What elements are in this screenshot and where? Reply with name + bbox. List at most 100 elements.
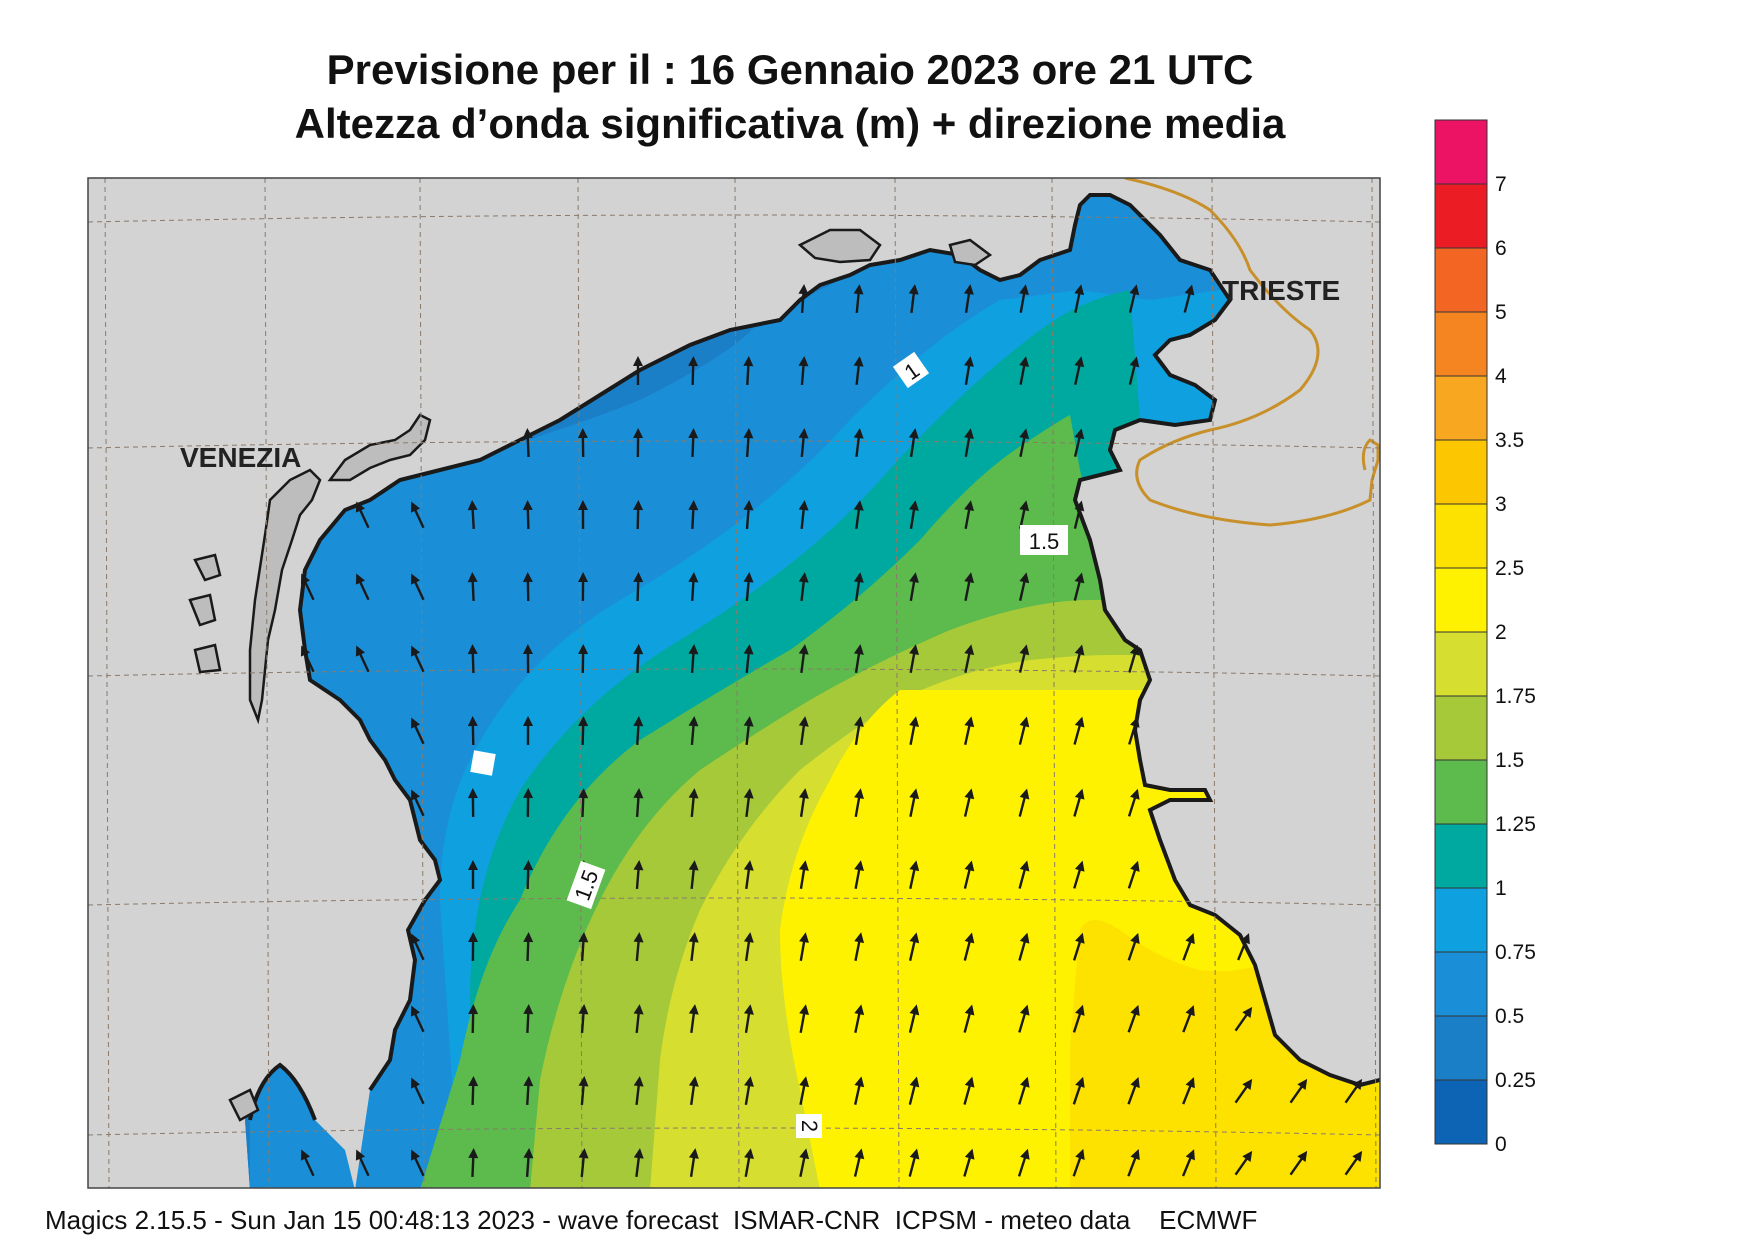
wave-direction-arrow-icon [688,1148,699,1178]
wave-direction-arrow-icon [523,1004,534,1034]
wave-direction-arrow-icon [688,1004,699,1034]
wave-direction-arrow-icon [633,1004,644,1034]
wave-direction-arrow-icon [743,716,754,746]
wave-direction-arrow-icon [633,356,644,386]
legend-tick-label: 0.75 [1495,941,1536,964]
wave-direction-arrow-icon [964,572,975,601]
wave-direction-arrow-icon [799,1148,810,1177]
wave-direction-arrow-icon [468,1076,479,1106]
wave-direction-arrow-icon [467,716,478,746]
wave-direction-arrow-icon [1181,1149,1195,1177]
wave-direction-arrow-icon [1017,1148,1030,1177]
wave-direction-arrow-icon [633,788,644,818]
meridian-line [1051,178,1057,1188]
wave-direction-arrow-icon [1072,1076,1085,1105]
wave-direction-arrow-icon [523,716,534,746]
meridian-line [577,178,583,1188]
parallel-line [88,440,1380,449]
coastline [248,193,1380,1121]
wave-direction-arrow-icon [1073,716,1085,745]
footer-credits: Magics 2.15.5 - Sun Jan 15 00:48:13 2023… [45,1205,1258,1235]
wave-direction-arrow-icon [1073,788,1085,817]
wave-direction-arrow-icon [1019,284,1029,314]
wave-direction-arrow-icon [964,716,975,745]
wave-direction-arrow-icon [853,1148,865,1177]
wave-direction-arrow-icon [1018,1004,1030,1033]
wave-direction-arrow-icon [963,1076,975,1105]
wave-direction-arrow-icon [523,860,534,890]
wave-direction-arrow-icon [633,644,644,674]
wave-direction-arrow-icon [410,645,425,673]
wave-direction-arrow-icon [1128,644,1140,673]
legend-tick-label: 3 [1495,493,1507,516]
wave-direction-arrow-icon [853,428,864,458]
wave-direction-arrow-icon [410,789,425,817]
wave-direction-arrow-icon [688,356,699,386]
map-frame [87,177,1381,1189]
lagoon-island [327,413,432,482]
wave-direction-arrow-icon [743,788,754,818]
legend-color-box [1434,311,1488,377]
svg-text:1.5: 1.5 [1029,529,1060,554]
country-border [1124,178,1380,527]
meridian-line [734,178,740,1188]
wave-direction-arrow-icon [1073,860,1085,889]
wave-direction-arrow-icon [854,788,864,818]
legend-color-box [1434,439,1488,505]
map-subtitle: Altezza d’onda significativa (m) + direz… [294,100,1286,147]
wave-direction-arrow-icon [853,356,864,386]
wave-direction-arrow-icon [798,356,809,386]
wave-direction-arrow-icon [909,644,919,674]
lagoon-island [188,593,217,627]
wave-direction-arrow-icon [633,572,644,602]
wave-direction-arrow-icon [963,932,975,961]
legend-color-box [1434,887,1488,953]
wave-direction-arrow-icon [743,860,754,890]
legend-color-box [1434,759,1488,825]
lagoon-island [797,228,882,264]
wave-direction-arrow-icon [908,1148,920,1177]
legend-tick-label: 3.5 [1495,429,1524,452]
legend-color-box [1434,1079,1488,1145]
meridian-line [419,178,425,1188]
wave-direction-arrow-icon [1072,932,1085,961]
legend-tick-label: 6 [1495,237,1507,260]
wave-direction-arrow-icon [523,788,534,818]
wave-direction-arrow-icon [743,932,754,962]
wave-direction-arrow-icon [577,500,588,530]
wave-direction-arrow-icon [1234,1150,1253,1176]
wave-direction-arrow-icon [1127,788,1140,817]
wave-direction-arrow-icon [964,356,974,386]
parallel-line [88,214,1380,223]
wave-direction-arrow-icon [633,500,644,530]
wave-direction-arrow-icon [1074,284,1085,313]
wave-direction-arrow-icon [523,1076,534,1106]
wave-direction-arrow-icon [798,572,809,602]
wave-direction-arrow-icon [688,500,699,530]
legend-color-box [1434,247,1488,313]
wave-direction-arrow-icon [633,1148,644,1178]
wave-direction-arrow-icon [799,1004,809,1034]
wave-direction-arrow-icon [798,644,809,674]
meridian-line [1371,178,1377,1188]
wave-direction-arrow-icon [300,1149,315,1177]
legend-color-box [1434,567,1488,633]
wave-direction-arrow-icon [467,572,478,602]
wave-direction-arrow-icon [633,428,644,458]
wave-direction-arrow-icon [523,932,534,962]
wave-direction-arrow-icon [1289,1078,1308,1104]
legend-tick-label: 2 [1495,621,1507,644]
lagoon-island [248,468,322,725]
venice-lagoon-islands [188,228,993,1122]
wave-direction-arrow-icon [963,1148,975,1177]
wave-direction-arrow-icon [633,716,644,746]
wave-direction-arrow-icon [577,428,588,458]
wave-direction-arrow-icon [1289,1150,1308,1176]
wave-direction-arrow-icon [854,860,865,889]
legend-color-box [1434,183,1488,249]
wave-direction-arrow-icon [798,428,809,458]
wave-direction-arrow-icon [1182,1005,1195,1033]
legend-tick-label: 0 [1495,1133,1507,1156]
wave-direction-arrow-icon [798,284,809,314]
